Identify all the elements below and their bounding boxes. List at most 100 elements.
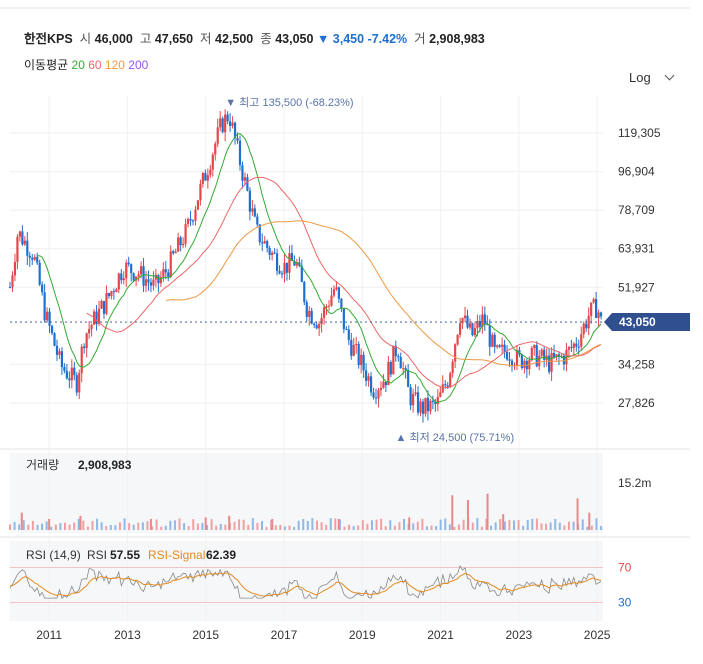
- volume-bar: [50, 526, 53, 530]
- candle-body: [110, 291, 113, 297]
- volume-bar: [329, 518, 332, 530]
- volume-bar: [572, 521, 575, 530]
- ma200-label[interactable]: 200: [128, 58, 149, 72]
- candle-body: [533, 345, 536, 348]
- candle-body: [83, 346, 86, 349]
- current-price-label: 43,050: [619, 315, 656, 329]
- candle-body: [389, 361, 392, 375]
- candle-body: [179, 237, 182, 246]
- candle-body: [590, 302, 593, 316]
- volume-bar: [18, 524, 21, 530]
- candle-body: [256, 216, 259, 225]
- volume-spike: [502, 514, 505, 530]
- volume-bar: [233, 521, 236, 530]
- volume-bar: [219, 523, 222, 530]
- volume-bar: [91, 520, 94, 530]
- time-tick-label: 2017: [271, 628, 298, 642]
- candle-body: [48, 311, 51, 326]
- candle-body: [137, 274, 140, 277]
- candle-body: [362, 354, 365, 371]
- volume-bar: [155, 519, 158, 530]
- volume-bar: [293, 526, 296, 530]
- volume-bar: [586, 526, 589, 530]
- candle-body: [585, 323, 588, 329]
- candle-body: [342, 308, 345, 330]
- price-tick-label: 27,826: [618, 396, 655, 410]
- candle-body: [97, 308, 101, 325]
- candle-body: [139, 266, 143, 275]
- candle-body: [268, 247, 271, 255]
- candle-body: [431, 400, 434, 402]
- volume-bar: [480, 526, 483, 530]
- price-header: 한전KPS 시 46,000 고 47,650 저 42,500 종 43,05…: [24, 28, 485, 47]
- ma120-label[interactable]: 120: [104, 58, 125, 72]
- candle-body: [599, 312, 603, 317]
- candle-body: [454, 344, 457, 362]
- volume-panel-title: 거래량: [26, 458, 59, 472]
- candle-body: [419, 401, 422, 413]
- volume-bar: [361, 520, 364, 530]
- volume-spike: [149, 518, 152, 530]
- candle-body: [446, 385, 449, 387]
- volume-bar: [535, 518, 538, 530]
- volume-bar: [224, 524, 227, 530]
- candle-body: [206, 175, 209, 181]
- rsi-level-label: 30: [618, 596, 632, 610]
- time-tick-label: 2019: [349, 628, 376, 642]
- candle-body: [288, 253, 291, 273]
- volume-bar: [375, 519, 378, 530]
- candle-body: [493, 334, 496, 347]
- candle-body: [330, 295, 333, 306]
- candle-body: [31, 257, 34, 260]
- candle-body: [384, 381, 387, 386]
- candle-body: [310, 310, 313, 324]
- ma60-label[interactable]: 60: [88, 58, 102, 72]
- candle-body: [552, 353, 556, 358]
- candle-body: [90, 324, 93, 330]
- volume-bar: [325, 524, 328, 530]
- volume-spike: [271, 518, 274, 530]
- volume-bar: [471, 522, 474, 530]
- rsi-signal-line: [9, 572, 602, 597]
- candle-body: [50, 325, 54, 334]
- volume-spike: [48, 518, 51, 530]
- candle-body: [182, 243, 185, 246]
- min-price-annotation: ▲ 최저 24,500 (75.71%): [396, 431, 515, 444]
- candle-body: [486, 324, 489, 326]
- candle-body: [496, 345, 499, 347]
- candle-body: [530, 347, 533, 361]
- rsi-line: [9, 564, 602, 599]
- volume-bar: [41, 523, 44, 530]
- candle-body: [248, 190, 251, 212]
- volume-bar: [389, 520, 392, 530]
- candle-body: [144, 279, 148, 286]
- ma20-label[interactable]: 20: [71, 58, 85, 72]
- candle-body: [100, 301, 103, 309]
- candle-body: [18, 231, 21, 237]
- volume-bar: [462, 519, 465, 530]
- candle-body: [315, 325, 318, 329]
- candle-body: [290, 253, 294, 261]
- candle-body: [508, 359, 511, 361]
- log-label: Log: [629, 70, 651, 85]
- candle-body: [434, 401, 437, 405]
- candle-body: [555, 354, 558, 358]
- log-scale-button[interactable]: Log: [629, 70, 675, 85]
- candle-body: [305, 302, 308, 317]
- volume-bar: [512, 520, 515, 530]
- candle-body: [439, 392, 442, 397]
- volume-bar: [545, 523, 548, 530]
- candle-body: [483, 314, 486, 325]
- low-label: 저: [200, 32, 212, 46]
- volume-bar: [338, 519, 341, 530]
- candle-body: [243, 177, 247, 181]
- candle-body: [135, 276, 138, 281]
- volume-bar: [279, 524, 282, 530]
- candle-body: [16, 236, 19, 262]
- candle-body: [278, 270, 281, 274]
- candle-body: [451, 361, 454, 374]
- candle-body: [572, 343, 575, 349]
- volume-bar: [283, 526, 286, 530]
- candle-body: [303, 281, 306, 303]
- price-tick-label: 63,931: [618, 242, 655, 256]
